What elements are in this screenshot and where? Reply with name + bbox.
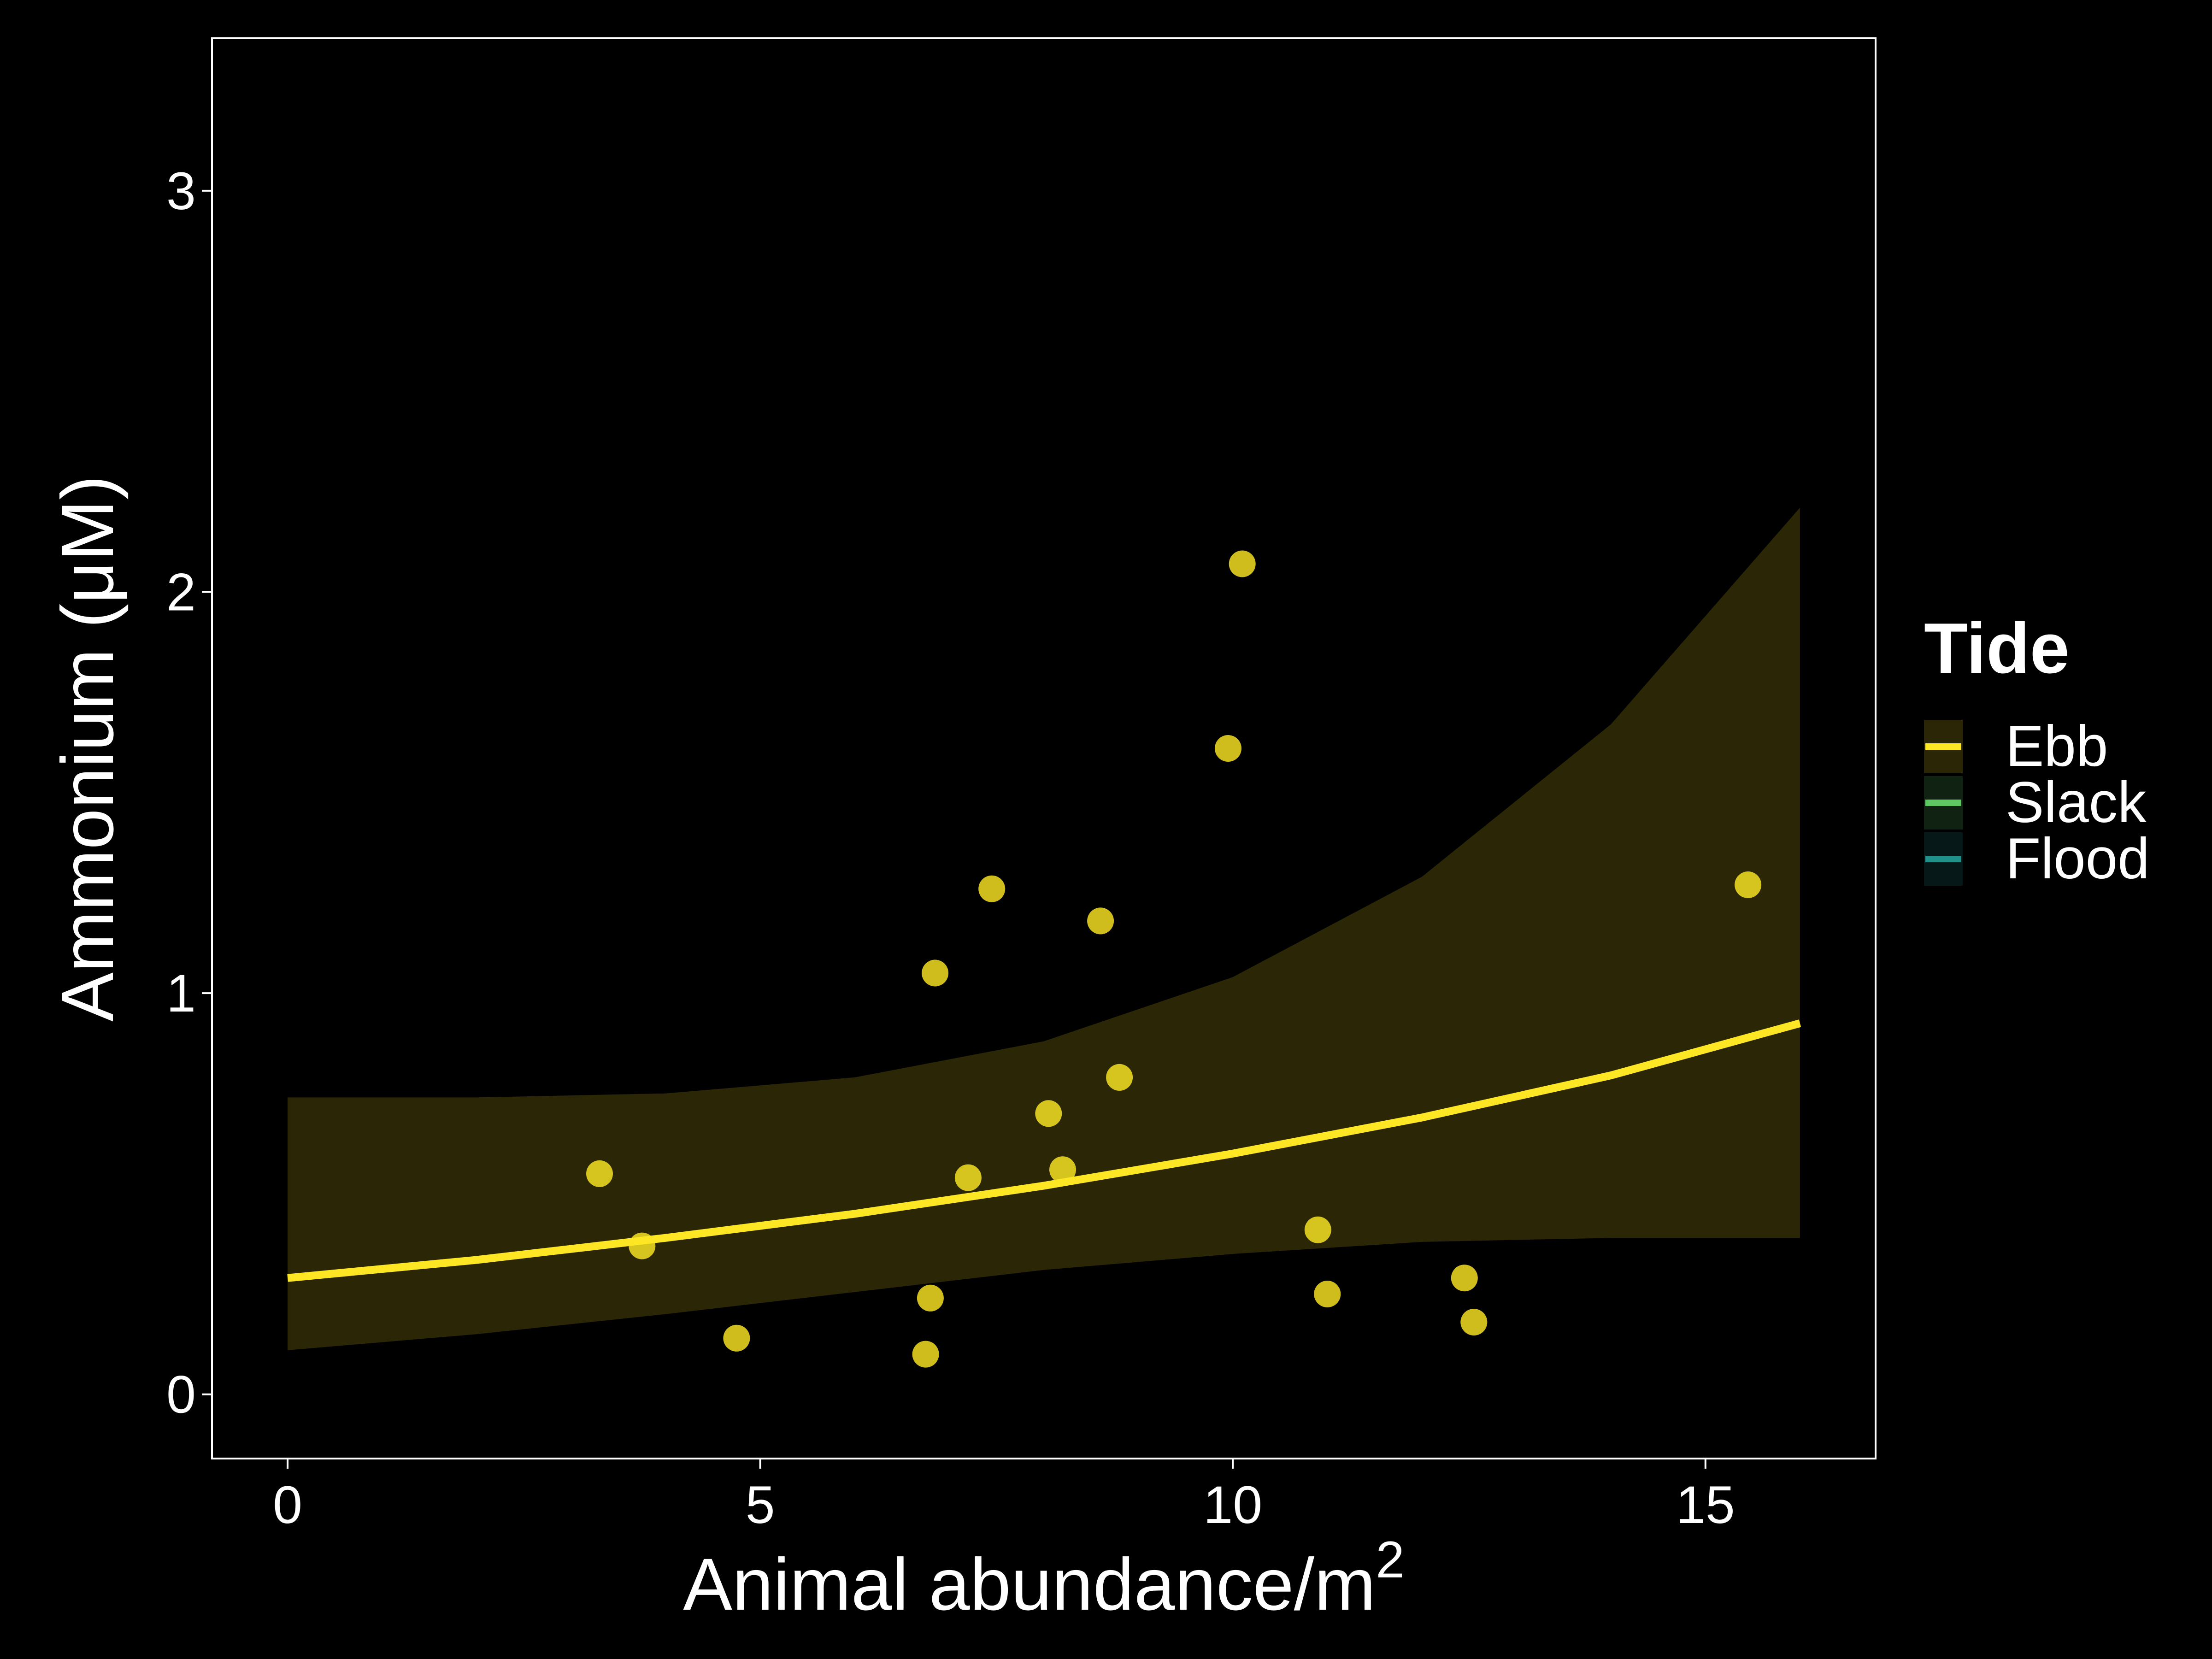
confidence-band [288,507,1800,1350]
data-point [978,875,1006,902]
data-point [723,1324,750,1352]
data-point [1460,1309,1488,1335]
fit-line [287,1019,1801,1282]
data-point [629,1232,656,1259]
data-point [1087,907,1114,935]
data-point [1735,871,1762,898]
data-point [1451,1265,1478,1292]
data-point [954,1164,982,1191]
x-axis-label-superscript: 2 [1376,1531,1404,1588]
data-point [1049,1156,1076,1183]
plot-panel-border [211,37,1877,1459]
data-point [1035,1100,1062,1127]
data-point [912,1341,939,1368]
fit-line-layer [287,1019,1801,1282]
data-point [1106,1064,1133,1091]
data-point [922,959,949,987]
x-axis-label-main: Animal abundance/m [683,1543,1376,1625]
data-point [1314,1281,1341,1307]
x-tick-label: 0 [273,1476,302,1535]
x-axis-label: Animal abundance/m2 [683,1531,1404,1625]
y-tick-label: 1 [166,964,196,1023]
data-point [917,1284,944,1312]
y-tick-label: 3 [166,162,196,221]
legend-label: Flood [2006,827,2150,891]
x-tick-label: 15 [1676,1476,1735,1535]
legend-label: Slack [2006,771,2147,835]
y-tick-label: 2 [166,563,196,622]
y-axis-label: Ammonium (μM) [46,475,129,1022]
y-tick-label: 0 [166,1365,196,1424]
points-layer [586,550,1762,1368]
y-axis: 0 1 2 3 [166,162,212,1424]
x-tick-label: 5 [746,1476,775,1535]
data-point [1215,735,1241,762]
confidence-band-layer [288,507,1800,1350]
data-point [1229,550,1256,577]
data-point [1304,1216,1331,1243]
legend-label: Ebb [2006,714,2108,778]
x-tick-label: 10 [1203,1476,1262,1535]
legend-title: Tide [1924,608,2070,688]
data-point [586,1160,613,1187]
x-axis: 0 5 10 15 [273,1459,1735,1535]
